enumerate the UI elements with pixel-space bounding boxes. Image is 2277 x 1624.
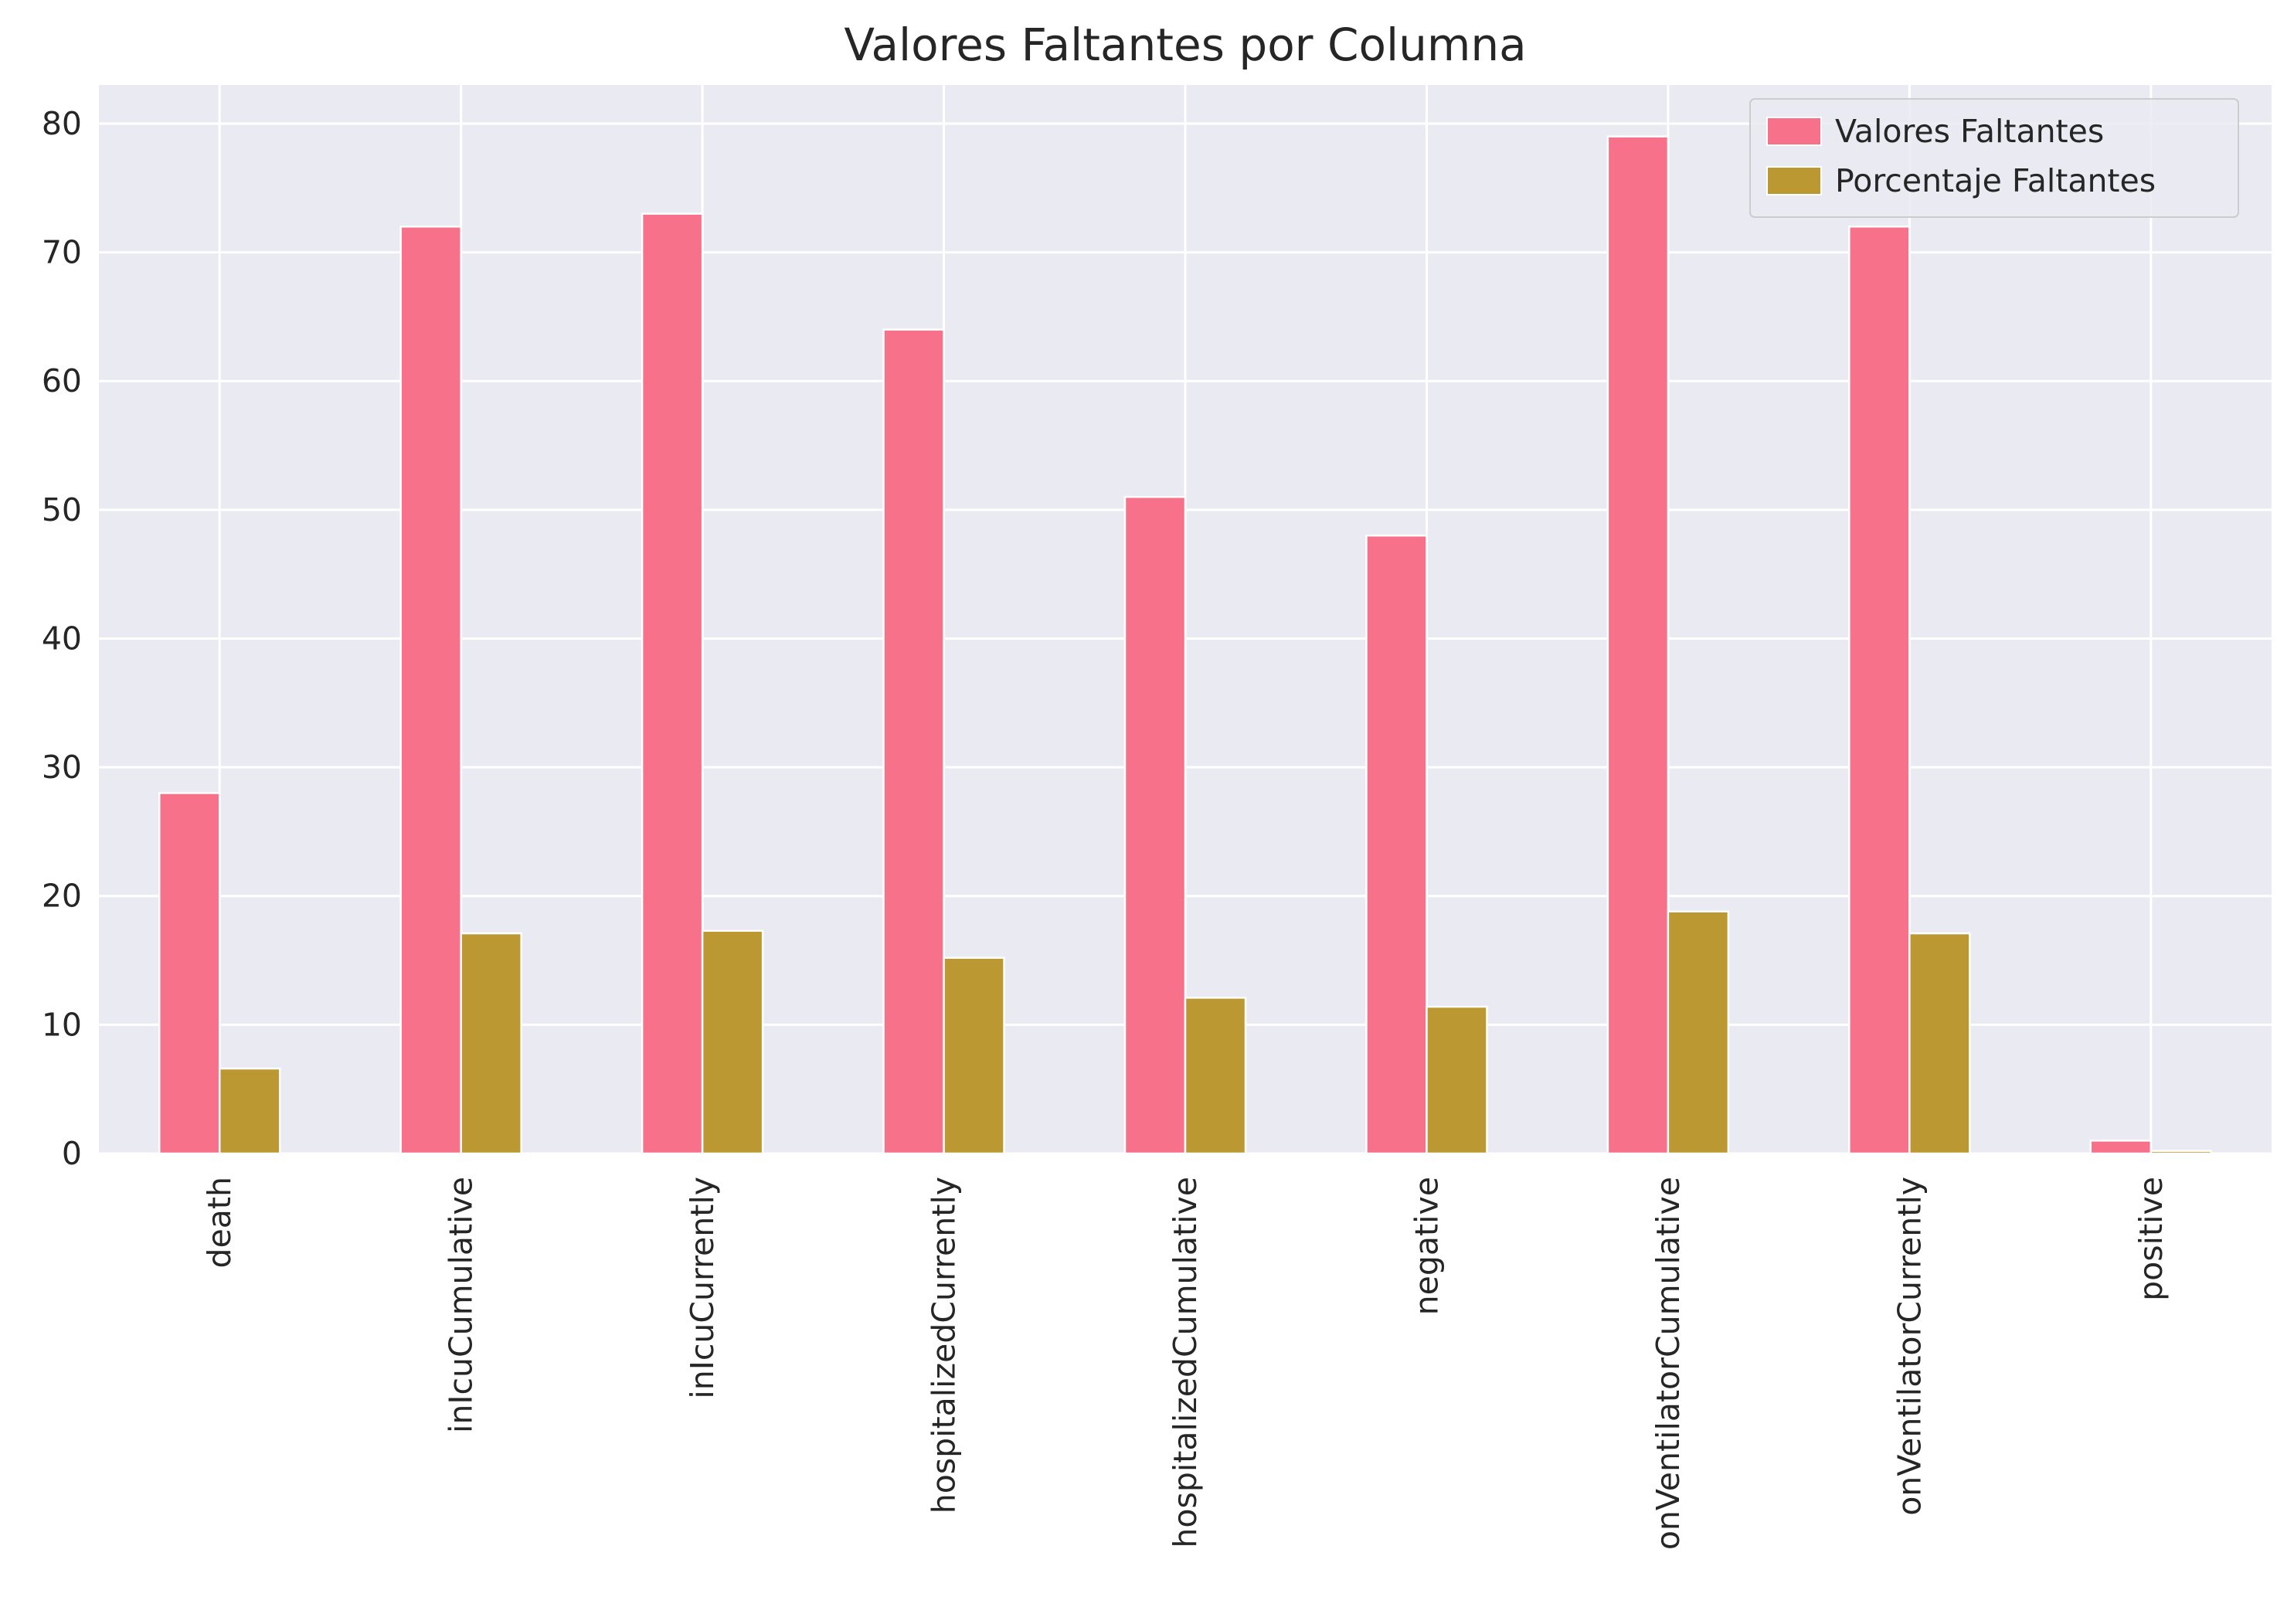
- bar-porcentaje-faltantes-positive: [2150, 1150, 2213, 1155]
- bars: [158, 135, 2213, 1155]
- legend-swatch: [1766, 166, 1822, 195]
- x-axis: death inIcuCumulative inIcuCurrently hospit…: [201, 1177, 2170, 1550]
- x-tick-label: inIcuCumulative: [443, 1177, 480, 1433]
- x-tick-label: negative: [1408, 1177, 1445, 1315]
- bar-valores-faltantes-inIcuCurrently: [641, 212, 704, 1155]
- bar-valores-faltantes-onVentilatorCumulative: [1606, 135, 1670, 1155]
- x-tick-label: onVentilatorCurrently: [1891, 1177, 1928, 1516]
- y-tick-label: 70: [42, 234, 82, 271]
- bar-valores-faltantes-hospitalizedCurrently: [882, 328, 945, 1155]
- bar-porcentaje-faltantes-onVentilatorCurrently: [1908, 932, 1971, 1155]
- legend-swatch: [1766, 117, 1822, 146]
- bar-porcentaje-faltantes-death: [218, 1067, 281, 1155]
- y-tick-label: 30: [42, 749, 82, 786]
- legend-label: Valores Faltantes: [1835, 113, 2104, 150]
- bar-porcentaje-faltantes-inIcuCumulative: [460, 932, 522, 1155]
- bar-valores-faltantes-inIcuCumulative: [399, 226, 462, 1155]
- bar-valores-faltantes-onVentilatorCurrently: [1848, 226, 1911, 1155]
- bar-porcentaje-faltantes-hospitalizedCurrently: [943, 956, 1005, 1155]
- bar-valores-faltantes-hospitalizedCumulative: [1123, 495, 1187, 1155]
- y-tick-label: 80: [42, 105, 82, 142]
- bar-porcentaje-faltantes-onVentilatorCumulative: [1667, 910, 1730, 1155]
- legend-label: Porcentaje Faltantes: [1835, 162, 2156, 199]
- x-tick-label: inIcuCurrently: [684, 1177, 721, 1399]
- bar-valores-faltantes-death: [158, 792, 221, 1155]
- y-tick-label: 60: [42, 362, 82, 399]
- chart-title: Valores Faltantes por Columna: [844, 19, 1526, 71]
- y-tick-label: 40: [42, 620, 82, 657]
- legend: Valores Faltantes Porcentaje Faltantes: [1749, 98, 2239, 218]
- bar-valores-faltantes-negative: [1365, 534, 1428, 1155]
- bar-porcentaje-faltantes-hospitalizedCumulative: [1184, 997, 1247, 1155]
- x-tick-label: positive: [2133, 1177, 2170, 1301]
- y-axis: 0 10 20 30 40 50 60 70 80: [42, 105, 82, 1172]
- bar-porcentaje-faltantes-inIcuCurrently: [701, 929, 764, 1155]
- x-tick-label: hospitalizedCurrently: [926, 1177, 963, 1514]
- legend-box: [1749, 98, 2239, 218]
- x-tick-label: onVentilatorCumulative: [1650, 1177, 1687, 1550]
- bar-porcentaje-faltantes-negative: [1426, 1005, 1488, 1155]
- x-tick-label: hospitalizedCumulative: [1167, 1177, 1204, 1548]
- y-tick-label: 0: [62, 1135, 82, 1172]
- y-tick-label: 10: [42, 1006, 82, 1043]
- bar-valores-faltantes-positive: [2089, 1140, 2153, 1155]
- y-tick-label: 20: [42, 878, 82, 915]
- x-tick-label: death: [201, 1177, 238, 1268]
- y-tick-label: 50: [42, 491, 82, 528]
